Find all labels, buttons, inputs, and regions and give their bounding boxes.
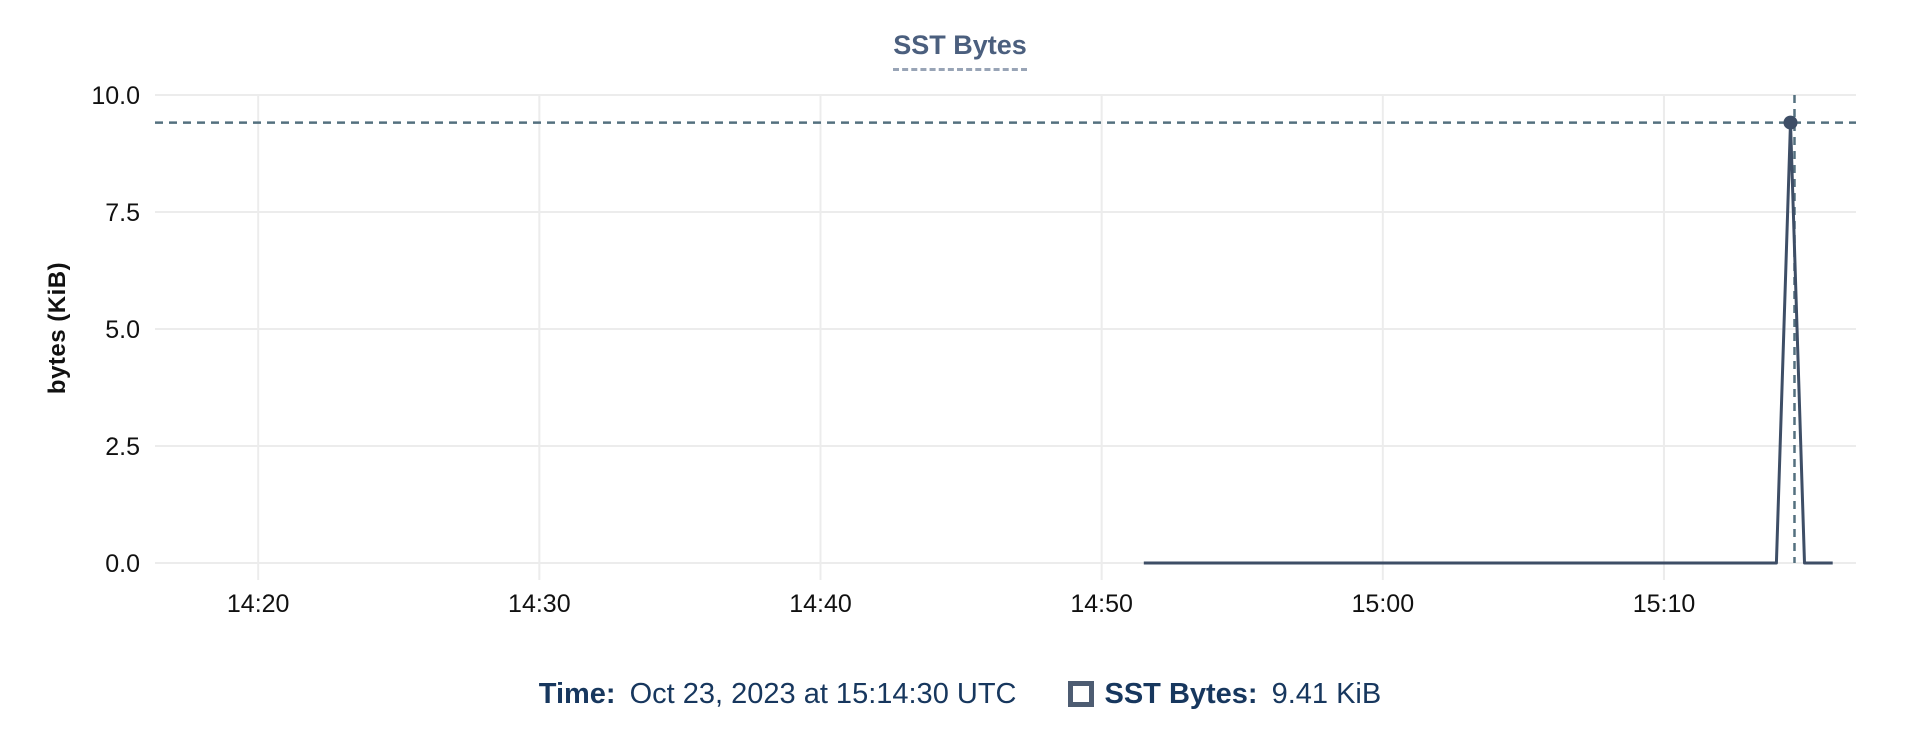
time-label: Time:: [538, 677, 616, 710]
chart-title[interactable]: SST Bytes: [893, 30, 1027, 71]
chart-header: SST Bytes: [0, 30, 1920, 71]
x-tick-label: 14:50: [1070, 590, 1133, 618]
time-readout: Time: Oct 23, 2023 at 15:14:30 UTC: [539, 678, 1017, 711]
y-tick-label: 0.0: [105, 550, 140, 578]
chart-plot-area[interactable]: 0.0 2.5 5.0 7.5 10.0 14:20 14:30 14:40 14:50 15:0…: [0, 0, 1920, 640]
x-tick-label: 15:10: [1633, 590, 1696, 618]
x-tick-label: 14:30: [508, 590, 571, 618]
x-tick-label: 14:40: [789, 590, 852, 618]
hover-readout-row: Time: Oct 23, 2023 at 15:14:30 UTC SST B…: [0, 668, 1920, 720]
y-tick-label: 7.5: [105, 199, 140, 227]
legend-item-sst-bytes[interactable]: SST Bytes: 9.41 KiB: [1068, 678, 1381, 711]
y-tick-label: 10.0: [91, 82, 140, 110]
x-tick-label: 15:00: [1352, 590, 1415, 618]
legend-series-value: 9.41 KiB: [1271, 677, 1382, 710]
y-tick-label: 2.5: [105, 433, 140, 461]
legend-series-label: SST Bytes:: [1104, 677, 1258, 710]
legend-square-icon: [1068, 681, 1095, 707]
x-tick-label: 14:20: [227, 590, 290, 618]
series-line: [1143, 121, 1833, 565]
time-value: Oct 23, 2023 at 15:14:30 UTC: [629, 677, 1017, 710]
y-tick-label: 5.0: [105, 316, 140, 344]
hover-point-marker: [1783, 115, 1798, 130]
